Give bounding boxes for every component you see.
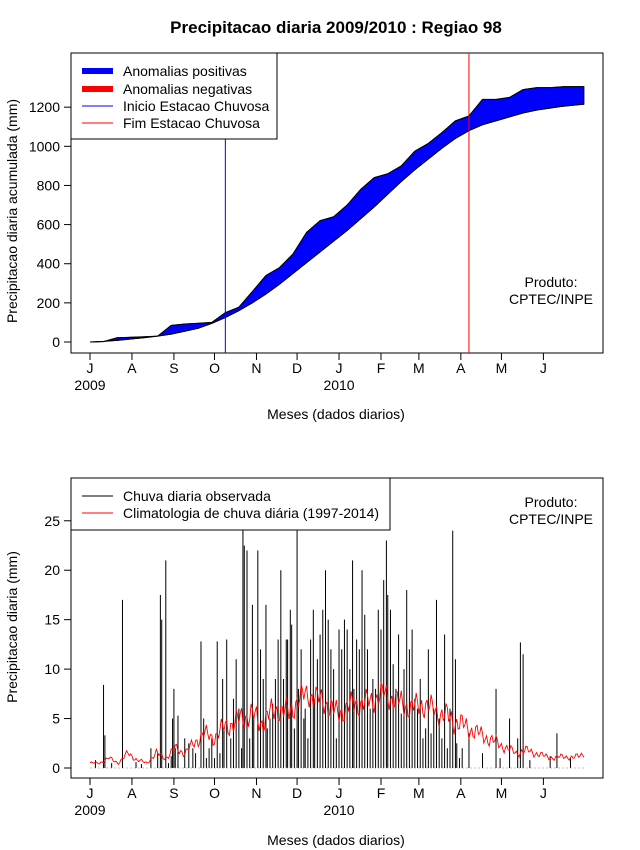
legend-label-end: Fim Estacao Chuvosa — [123, 115, 260, 131]
y-tick-label: 1200 — [29, 99, 60, 115]
y-tick-label: 200 — [37, 295, 61, 311]
daily-rain-bars — [94, 520, 571, 768]
x-tick-label: N — [251, 360, 261, 376]
legend-box — [70, 52, 278, 140]
year-label: 2010 — [323, 802, 354, 818]
x-tick-label: M — [496, 785, 508, 801]
x-tick-label: M — [413, 360, 425, 376]
legend-bottom: Chuva diaria observada Climatologia de c… — [70, 477, 391, 531]
y-axis-label-bottom: Precipitacao diaria (mm) — [4, 551, 20, 703]
x-tick-label: S — [169, 360, 178, 376]
legend-label-climatology: Climatologia de chuva diária (1997-2014) — [123, 505, 379, 521]
legend-top: Anomalias positivas Anomalias negativas … — [70, 52, 278, 140]
x-tick-label: N — [251, 785, 261, 801]
legend-box — [70, 477, 391, 531]
climatology-layer — [89, 681, 585, 769]
y-tick-label: 600 — [37, 217, 61, 233]
plot-frame-top — [70, 52, 604, 354]
x-tick-label: F — [377, 785, 386, 801]
legend-label-negative: Anomalias negativas — [123, 81, 252, 97]
x-tick-label: J — [87, 785, 94, 801]
x-tick-label: D — [292, 360, 302, 376]
y-tick-label: 0 — [52, 760, 60, 776]
year-label: 2009 — [74, 802, 105, 818]
x-tick-label: F — [377, 360, 386, 376]
y-tick-label: 5 — [52, 711, 60, 727]
legend-label-onset: Inicio Estacao Chuvosa — [123, 98, 270, 114]
x-tick-label: O — [209, 785, 220, 801]
annotation-bottom: Produto: CPTEC/INPE — [509, 494, 593, 527]
y-tick-label: 10 — [44, 661, 60, 677]
y-axis-top: 0 200 400 600 800 1000 1200 — [29, 99, 71, 350]
x-tick-label: D — [292, 785, 302, 801]
y-tick-label: 1000 — [29, 138, 60, 154]
climatology-cumulative-line — [89, 103, 585, 343]
x-tick-label: O — [209, 360, 220, 376]
x-tick-label: J — [87, 360, 94, 376]
annotation-line-2: CPTEC/INPE — [509, 291, 593, 307]
y-tick-label: 20 — [44, 562, 60, 578]
year-label: 2009 — [74, 377, 105, 393]
y-axis-label-top: Precipitacao diaria acumulada (mm) — [4, 99, 20, 323]
annotation-line-1: Produto: — [525, 274, 578, 290]
annotation-line-1: Produto: — [525, 494, 578, 510]
x-axis-label-top: Meses (dados diarios) — [267, 406, 405, 422]
y-tick-label: 400 — [37, 256, 61, 272]
x-tick-label: A — [127, 360, 137, 376]
x-tick-label: M — [413, 785, 425, 801]
y-tick-label: 0 — [52, 334, 60, 350]
observed-cumulative-line — [89, 86, 584, 343]
y-tick-label: 15 — [44, 612, 60, 628]
x-tick-label: A — [456, 785, 466, 801]
x-tick-label: A — [456, 360, 466, 376]
x-tick-label: M — [496, 360, 508, 376]
x-tick-label: S — [169, 785, 178, 801]
x-tick-label: J — [540, 360, 547, 376]
annotation-line-2: CPTEC/INPE — [509, 511, 593, 527]
y-axis-bottom: 0 5 10 15 20 25 — [44, 513, 71, 776]
x-axis-label-bottom: Meses (dados diarios) — [267, 832, 405, 848]
chart-title: Precipitacao diaria 2009/2010 : Regiao 9… — [170, 18, 502, 37]
year-label: 2010 — [323, 377, 354, 393]
legend-label-positive: Anomalias positivas — [123, 63, 247, 79]
x-tick-label: J — [540, 785, 547, 801]
x-tick-label: A — [127, 785, 137, 801]
anomaly-area-layer — [89, 86, 585, 343]
y-tick-label: 25 — [44, 513, 60, 529]
y-tick-label: 800 — [37, 177, 61, 193]
daily-climatology-line — [89, 681, 585, 766]
legend-label-observed: Chuva diaria observada — [123, 488, 271, 504]
annotation-top: Produto: CPTEC/INPE — [509, 274, 593, 307]
x-tick-label: J — [336, 785, 343, 801]
x-tick-label: J — [336, 360, 343, 376]
